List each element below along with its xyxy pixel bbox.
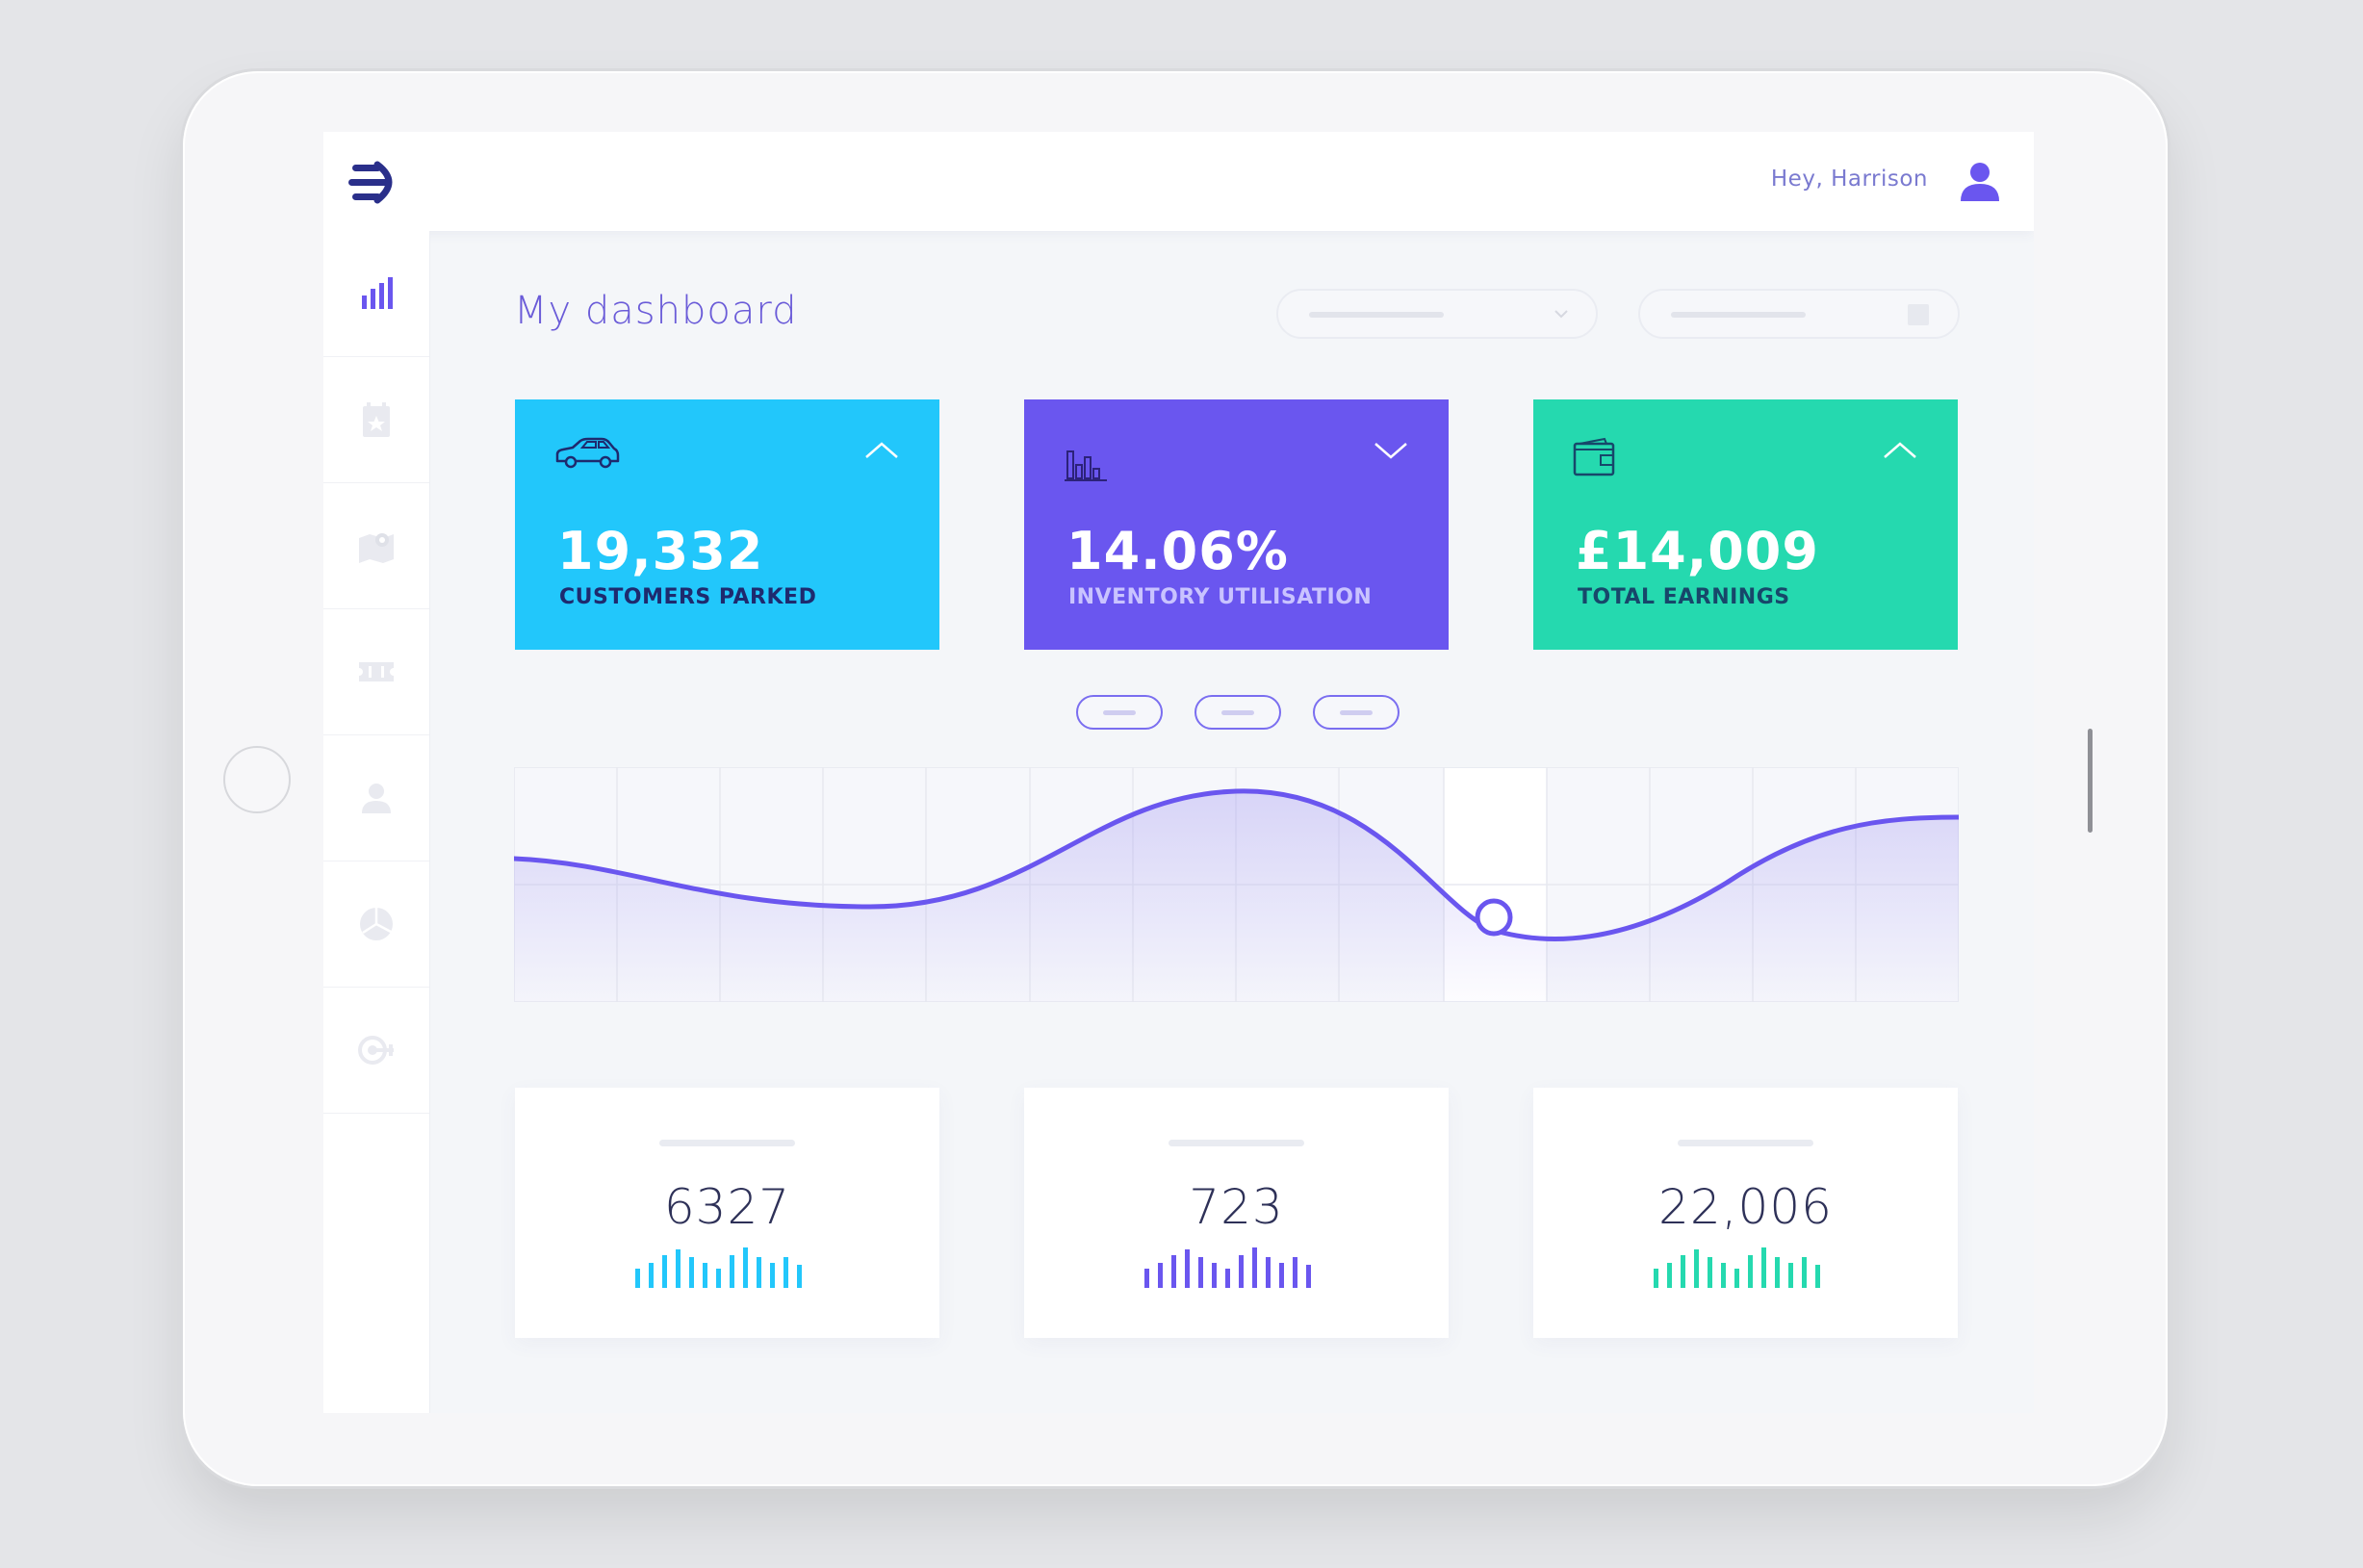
chart-toggle-1[interactable] bbox=[1076, 695, 1163, 730]
chart-line bbox=[514, 788, 1959, 941]
stat-value: £14,009 bbox=[1576, 521, 1819, 581]
map-pin-icon bbox=[359, 533, 394, 563]
stat-label: TOTAL EARNINGS bbox=[1578, 585, 1790, 609]
page-title: My dashboard bbox=[514, 289, 798, 333]
stat-label: CUSTOMERS PARKED bbox=[559, 585, 817, 609]
stat-card-earnings[interactable]: £14,009 TOTAL EARNINGS bbox=[1533, 399, 1958, 650]
top-bar: Hey, Harrison bbox=[323, 132, 2034, 231]
pie-chart-icon bbox=[360, 908, 393, 940]
sidebar-item-locations[interactable] bbox=[323, 483, 429, 609]
stat-card-inventory[interactable]: 14.06% INVENTORY UTILISATION bbox=[1024, 399, 1449, 650]
sidebar-item-analytics[interactable] bbox=[323, 231, 429, 357]
mini-bar-sparkline bbox=[1654, 1247, 1820, 1288]
mini-bar-sparkline bbox=[1144, 1247, 1311, 1288]
brand-logo[interactable] bbox=[348, 159, 406, 207]
chart-point-marker[interactable] bbox=[1475, 898, 1513, 937]
mini-stat-value: 723 bbox=[1189, 1179, 1284, 1235]
chart-toggle-2[interactable] bbox=[1194, 695, 1281, 730]
bar-chart-icon bbox=[362, 277, 393, 309]
stat-label: INVENTORY UTILISATION bbox=[1068, 585, 1373, 609]
mini-stat-value: 22,006 bbox=[1658, 1179, 1833, 1235]
star-calendar-icon bbox=[363, 402, 390, 437]
dropdown-placeholder bbox=[1309, 312, 1444, 318]
mini-stat-card-3[interactable]: 22,006 bbox=[1533, 1088, 1958, 1338]
user-icon bbox=[362, 784, 391, 813]
mini-bar-sparkline bbox=[635, 1247, 802, 1288]
tablet-side-switch bbox=[2088, 729, 2093, 833]
calendar-icon bbox=[1908, 304, 1929, 325]
chevron-down-icon bbox=[1554, 310, 1568, 319]
stat-value: 14.06% bbox=[1066, 521, 1289, 581]
chart-toggle-3[interactable] bbox=[1313, 695, 1400, 730]
chevron-up-icon[interactable] bbox=[1883, 440, 1917, 461]
tablet-home-button bbox=[223, 746, 291, 813]
sidebar-item-bookings[interactable] bbox=[323, 357, 429, 483]
stat-card-customers[interactable]: 19,332 CUSTOMERS PARKED bbox=[515, 399, 939, 650]
bar-chart-outline-icon bbox=[1065, 450, 1107, 481]
mini-card-title-placeholder bbox=[1169, 1140, 1304, 1146]
sidebar-item-reports[interactable] bbox=[323, 861, 429, 988]
mini-card-title-placeholder bbox=[659, 1140, 795, 1146]
sidebar-item-tickets[interactable] bbox=[323, 609, 429, 735]
sidebar-item-users[interactable] bbox=[323, 735, 429, 861]
filter-dropdown[interactable] bbox=[1276, 289, 1598, 339]
user-greeting: Hey, Harrison bbox=[1770, 167, 1928, 192]
date-picker[interactable] bbox=[1638, 289, 1960, 339]
stat-value: 19,332 bbox=[557, 521, 764, 581]
ticket-icon bbox=[359, 662, 394, 681]
mini-stat-card-1[interactable]: 6327 bbox=[515, 1088, 939, 1338]
app-screen: Hey, Harrison bbox=[323, 132, 2034, 1413]
mini-stat-value: 6327 bbox=[663, 1179, 791, 1235]
target-icon bbox=[358, 1036, 394, 1065]
date-placeholder bbox=[1671, 312, 1806, 318]
chevron-up-icon[interactable] bbox=[864, 440, 899, 461]
sidebar-item-goals[interactable] bbox=[323, 988, 429, 1114]
user-avatar-icon[interactable] bbox=[1955, 157, 2005, 207]
trend-chart bbox=[514, 767, 1959, 1002]
mini-card-title-placeholder bbox=[1678, 1140, 1813, 1146]
chart-area-fill bbox=[514, 790, 1959, 1002]
car-icon bbox=[555, 437, 620, 469]
chevron-down-icon[interactable] bbox=[1374, 440, 1408, 461]
mini-stat-card-2[interactable]: 723 bbox=[1024, 1088, 1449, 1338]
wallet-icon bbox=[1573, 437, 1615, 476]
sidebar bbox=[323, 231, 430, 1413]
